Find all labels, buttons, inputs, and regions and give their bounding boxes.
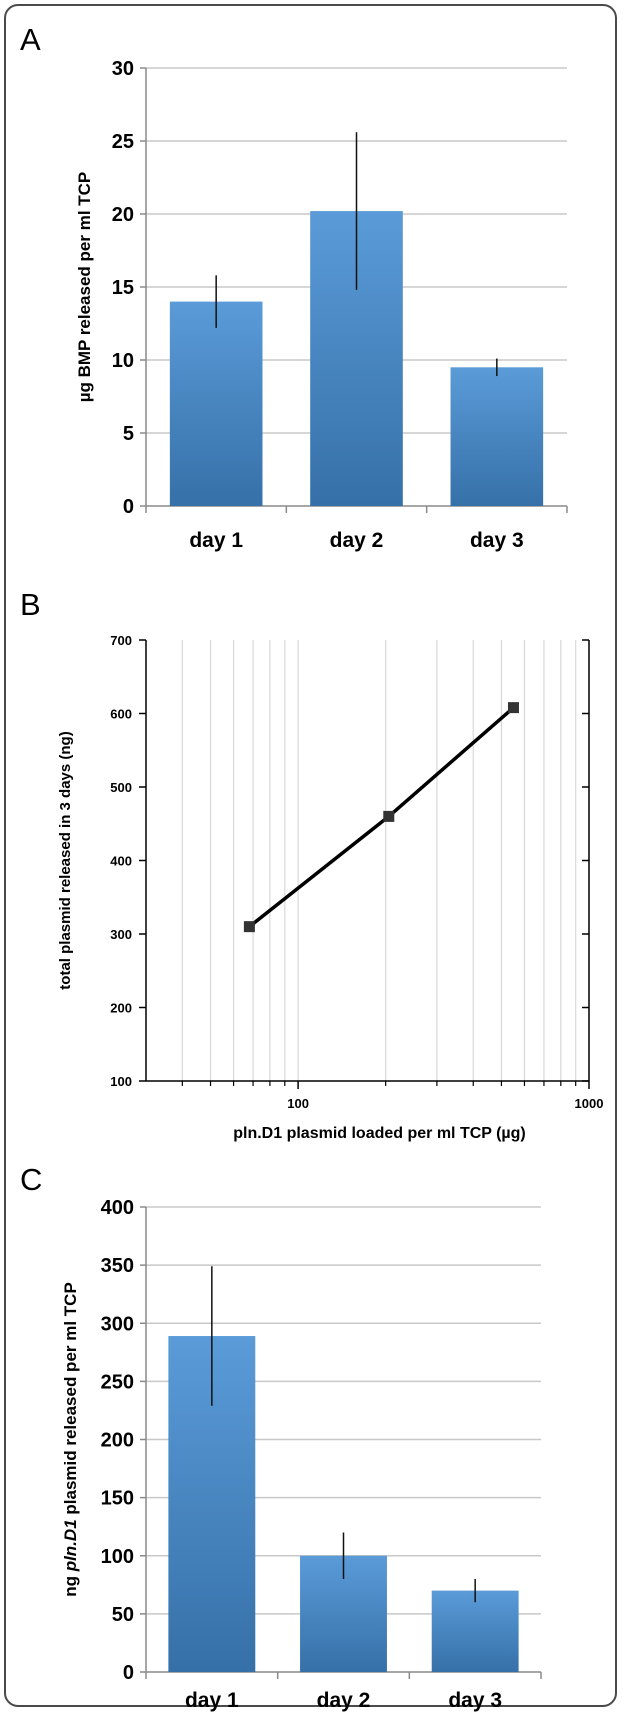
x-category-label: day 3: [470, 529, 524, 552]
y-tick-label: 0: [123, 496, 134, 518]
x-category-label: day 1: [189, 529, 243, 552]
panel-c-letter: C: [20, 1162, 42, 1197]
y-axis-label: µg BMP released per ml TCP: [75, 172, 94, 403]
figure-border: [4, 4, 617, 1707]
y-axis-label: ng pln.D1 plasmid released per ml TCP: [61, 1282, 80, 1597]
x-tick-label: 100: [287, 1096, 309, 1111]
data-point: [383, 810, 395, 822]
y-tick-label: 0: [123, 1662, 134, 1684]
y-tick-label: 50: [112, 1604, 134, 1626]
bar: [431, 1590, 519, 1672]
data-point: [507, 702, 519, 714]
x-category-label: day 2: [317, 1689, 371, 1712]
panel-b-letter: B: [20, 587, 41, 622]
y-tick-label: 200: [110, 1001, 132, 1016]
y-tick-label: 700: [110, 633, 132, 648]
x-axis-label: pln.D1 plasmid loaded per ml TCP (µg): [233, 1125, 526, 1142]
y-tick-label: 20: [112, 204, 134, 226]
x-category-label: day 1: [185, 1689, 239, 1712]
y-tick-label: 15: [112, 277, 134, 299]
y-tick-label: 30: [112, 58, 134, 80]
y-tick-label: 200: [101, 1430, 134, 1452]
x-category-label: day 3: [448, 1689, 502, 1712]
y-tick-label: 250: [101, 1371, 134, 1393]
bar: [169, 301, 263, 506]
data-point: [243, 921, 255, 933]
chart-b: 100 1000 100 200 300 400 500 600 700 pln.D1 plasm…: [57, 633, 603, 1142]
y-tick-label: 500: [110, 780, 132, 795]
series-line: [248, 706, 515, 929]
y-axis-label: total plasmid released in 3 days (ng): [57, 731, 74, 989]
y-axis-label-part: pln.D1: [61, 1519, 80, 1572]
y-tick-label: 25: [112, 131, 134, 153]
y-tick-label: 400: [110, 854, 132, 869]
y-tick-label: 600: [110, 707, 132, 722]
y-axis-label-part: plasmid released per ml TCP: [61, 1282, 80, 1519]
y-axis-label-part: ng: [61, 1571, 80, 1597]
y-tick-label: 150: [101, 1488, 134, 1510]
bar: [450, 367, 544, 506]
y-tick-label: 5: [123, 423, 134, 445]
chart-a: 0 5 10 15 20 25 30 day 1 day 2 day 3 µg BMP releas…: [75, 58, 568, 552]
x-category-label: day 2: [330, 529, 384, 552]
panel-a-letter: A: [20, 22, 41, 57]
y-tick-label: 100: [110, 1074, 132, 1089]
y-tick-label: 350: [101, 1255, 134, 1277]
chart-c: 0 50 100 150 200 250 300 350 400 day 1 day 2 day 3 n…: [61, 1197, 542, 1712]
y-tick-label: 10: [112, 350, 134, 372]
y-tick-label: 100: [101, 1546, 134, 1568]
y-tick-label: 400: [101, 1197, 134, 1219]
y-tick-label: 300: [101, 1313, 134, 1335]
y-tick-label: 300: [110, 927, 132, 942]
x-tick-label: 1000: [575, 1096, 604, 1111]
